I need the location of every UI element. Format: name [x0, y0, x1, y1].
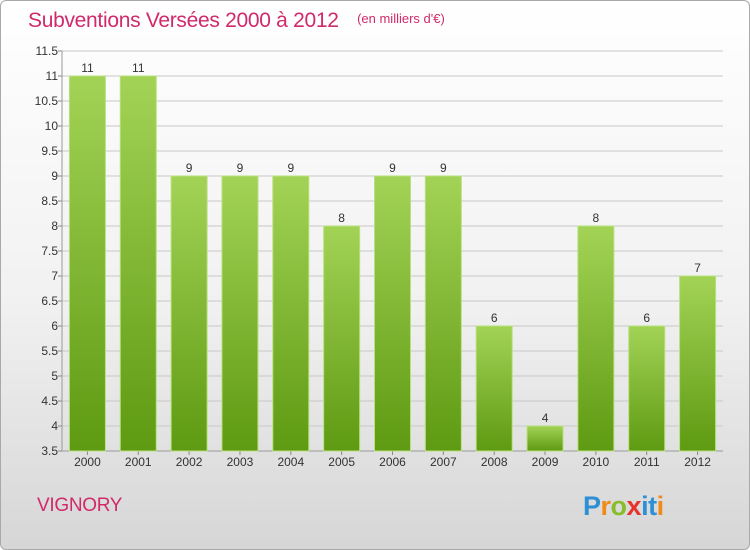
bars — [68, 75, 717, 452]
title-row: Subventions Versées 2000 à 2012 (en mill… — [28, 9, 445, 33]
bar-2011 — [628, 325, 666, 452]
x-tick-label-2005: 2005 — [328, 455, 355, 469]
chart-title: Subventions Versées 2000 à 2012 — [28, 9, 339, 32]
y-tick-label: 5 — [51, 369, 58, 383]
bar-2008 — [475, 325, 513, 452]
y-tick-label: 4 — [51, 419, 58, 433]
bar-2006 — [374, 175, 411, 452]
y-tick-label: 8 — [51, 219, 58, 233]
y-tick-label: 8.5 — [41, 194, 58, 208]
x-tick-label-2012: 2012 — [684, 455, 711, 469]
data-label-2005: 8 — [338, 211, 345, 225]
bar-2009 — [526, 425, 564, 452]
y-tick-label: 11.5 — [36, 44, 59, 58]
y-tick-label: 9.5 — [41, 144, 58, 158]
bar-2003 — [221, 175, 259, 452]
data-label-2011: 6 — [643, 311, 650, 325]
y-tick-label: 10 — [45, 119, 59, 133]
bar-2004 — [272, 175, 310, 452]
bar-2001 — [119, 75, 157, 452]
x-tick-label-2002: 2002 — [176, 455, 203, 469]
y-tick-label: 10.5 — [35, 94, 59, 108]
x-tick-label-2008: 2008 — [481, 455, 508, 469]
commune-name: VIGNORY — [37, 495, 123, 516]
logo-letter: x — [626, 491, 642, 521]
x-tick-label-2007: 2007 — [430, 455, 457, 469]
y-tick-label: 6 — [51, 319, 58, 333]
data-label-2001: 11 — [132, 61, 145, 75]
y-tick-label: 6.5 — [41, 294, 58, 308]
logo-letter: t — [648, 491, 657, 521]
y-tick-label: 11 — [46, 69, 59, 83]
data-label-2003: 9 — [237, 161, 244, 175]
logo-letter: r — [600, 491, 612, 521]
bar-2012 — [679, 275, 717, 452]
x-tick-label-2001: 2001 — [125, 455, 152, 469]
y-tick-label: 7 — [51, 269, 58, 283]
data-label-2002: 9 — [186, 161, 193, 175]
logo-letter: i — [641, 491, 649, 521]
data-label-2007: 9 — [440, 161, 447, 175]
logo-letter: o — [610, 491, 628, 521]
data-label-2004: 9 — [287, 161, 294, 175]
data-label-2000: 11 — [81, 61, 94, 75]
bar-2002 — [170, 175, 208, 452]
y-tick-label: 4.5 — [41, 394, 58, 408]
x-tick-label-2004: 2004 — [277, 455, 304, 469]
bar-2010 — [577, 225, 615, 452]
data-label-2006: 9 — [389, 161, 396, 175]
y-tick-label: 5.5 — [41, 344, 58, 358]
unit-note: (en milliers d'€) — [357, 11, 445, 26]
y-tick-label: 3.5 — [41, 444, 58, 458]
bar-2000 — [68, 75, 106, 452]
data-label-2012: 7 — [694, 261, 701, 275]
proxiti-logo[interactable]: Proxiti — [583, 491, 664, 522]
x-tick-labels: 2000 2001 2002 2003 2004 2005 2006 2007 2008 2009… — [74, 455, 711, 469]
x-tick-label-2000: 2000 — [74, 455, 101, 469]
data-label-2010: 8 — [593, 211, 600, 225]
logo-letter: P — [583, 491, 601, 521]
bar-2005 — [323, 225, 361, 452]
x-tick-label-2009: 2009 — [532, 455, 559, 469]
x-tick-label-2010: 2010 — [583, 455, 610, 469]
data-label-2008: 6 — [491, 311, 498, 325]
data-label-2009: 4 — [542, 411, 549, 425]
x-tick-label-2003: 2003 — [227, 455, 254, 469]
data-labels: 11 11 9 9 9 8 9 9 6 4 8 6 7 — [81, 61, 701, 425]
bar-2007 — [424, 175, 462, 452]
y-tick-labels: 3.5 4 4.5 5 5.5 6 6.5 7 7.5 8 8.5 9 9.5 10 10.5 11 11.5 — [35, 44, 59, 458]
x-tick-label-2011: 2011 — [634, 455, 660, 469]
y-tick-label: 9 — [51, 169, 58, 183]
logo-letter: i — [656, 491, 665, 521]
x-tick-label-2006: 2006 — [379, 455, 406, 469]
y-tick-label: 7.5 — [41, 244, 58, 258]
